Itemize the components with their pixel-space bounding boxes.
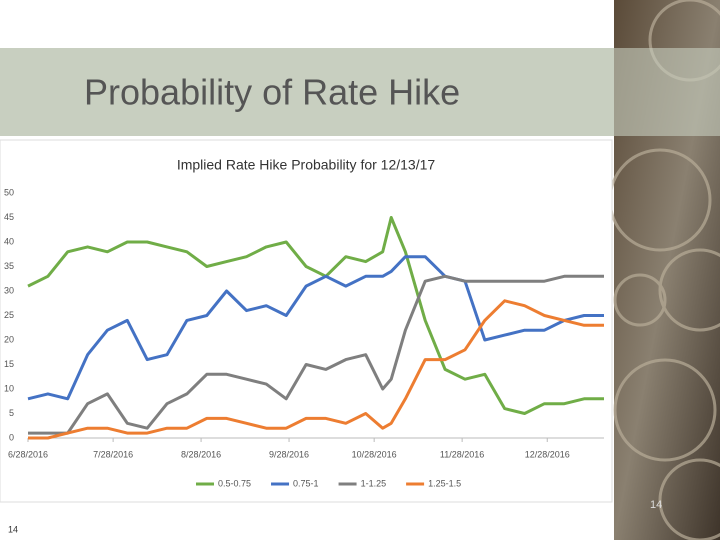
series-line xyxy=(28,299,604,440)
legend-label: 1.25-1.5 xyxy=(428,478,461,488)
y-tick-label: 50 xyxy=(4,187,14,197)
y-tick-label: 0 xyxy=(9,432,14,442)
y-tick-label: 10 xyxy=(4,383,14,393)
x-tick-label: 10/28/2016 xyxy=(352,449,397,459)
y-tick-label: 20 xyxy=(4,334,14,344)
series-line xyxy=(28,274,604,435)
x-tick-label: 6/28/2016 xyxy=(8,449,48,459)
y-tick-label: 15 xyxy=(4,359,14,369)
legend-label: 0.75-1 xyxy=(293,478,319,488)
x-tick-label: 11/28/2016 xyxy=(440,449,484,459)
series-line xyxy=(27,255,604,401)
y-tick-label: 40 xyxy=(4,236,14,246)
slide-number: 14 xyxy=(8,524,18,534)
legend-label: 1-1.25 xyxy=(361,478,387,488)
legend-label: 0.5-0.75 xyxy=(218,478,251,488)
y-tick-label: 35 xyxy=(4,261,14,271)
chart-box xyxy=(0,139,613,503)
title-band-overlay xyxy=(614,48,720,136)
x-tick-label: 12/28/2016 xyxy=(525,449,570,459)
slide-number-overlay: 14 xyxy=(650,499,662,511)
y-tick-label: 30 xyxy=(4,285,14,295)
x-tick-label: 8/28/2016 xyxy=(181,449,221,459)
y-tick-label: 5 xyxy=(9,408,14,418)
chart-title: Implied Rate Hike Probability for 12/13/… xyxy=(177,157,436,173)
slide-title: Probability of Rate Hike xyxy=(84,72,460,113)
y-tick-label: 25 xyxy=(4,310,14,320)
title-band xyxy=(0,48,614,136)
y-tick-label: 45 xyxy=(4,212,14,222)
x-tick-label: 7/28/2016 xyxy=(93,449,133,459)
plot: 0 5 10 15 20 25 30 35 40 45 50 6/28/2016 7/28/2016 8/… xyxy=(4,187,604,488)
x-tick-label: 9/28/2016 xyxy=(269,449,309,459)
